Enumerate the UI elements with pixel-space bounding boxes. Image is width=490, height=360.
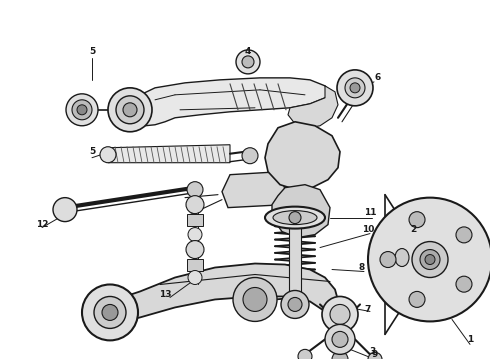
Circle shape: [345, 78, 365, 98]
Circle shape: [325, 324, 355, 354]
Ellipse shape: [265, 207, 325, 229]
Circle shape: [368, 198, 490, 321]
Text: 1: 1: [467, 335, 473, 344]
Circle shape: [243, 288, 267, 311]
Circle shape: [236, 50, 260, 74]
Circle shape: [187, 182, 203, 198]
Circle shape: [123, 103, 137, 117]
Circle shape: [100, 147, 116, 163]
Polygon shape: [110, 264, 340, 341]
Text: 3: 3: [369, 347, 375, 356]
Circle shape: [350, 83, 360, 93]
Circle shape: [108, 88, 152, 132]
Text: 5: 5: [89, 48, 95, 57]
Circle shape: [322, 297, 358, 332]
Text: 10: 10: [362, 225, 374, 234]
Circle shape: [242, 148, 258, 164]
Text: 6: 6: [375, 73, 381, 82]
FancyBboxPatch shape: [187, 213, 203, 226]
Ellipse shape: [389, 242, 415, 274]
Text: 12: 12: [36, 220, 48, 229]
FancyBboxPatch shape: [187, 258, 203, 270]
Circle shape: [368, 352, 382, 360]
Text: 8: 8: [359, 263, 365, 272]
Polygon shape: [126, 78, 330, 126]
Circle shape: [380, 252, 396, 267]
Circle shape: [66, 94, 98, 126]
Circle shape: [332, 351, 348, 360]
Circle shape: [77, 105, 87, 115]
Circle shape: [116, 96, 144, 124]
Circle shape: [188, 228, 202, 242]
Polygon shape: [289, 222, 301, 297]
Circle shape: [94, 297, 126, 328]
Circle shape: [298, 349, 312, 360]
Polygon shape: [108, 145, 230, 163]
Circle shape: [82, 284, 138, 341]
Circle shape: [242, 56, 254, 68]
Circle shape: [412, 242, 448, 278]
Circle shape: [289, 212, 301, 224]
Circle shape: [281, 291, 309, 319]
Circle shape: [233, 278, 277, 321]
Circle shape: [456, 276, 472, 292]
Polygon shape: [288, 86, 338, 128]
Text: 13: 13: [159, 290, 171, 299]
Text: 9: 9: [372, 350, 378, 359]
Circle shape: [186, 240, 204, 258]
Circle shape: [409, 291, 425, 307]
Circle shape: [330, 305, 350, 324]
Text: 11: 11: [364, 208, 376, 217]
Circle shape: [332, 332, 348, 347]
Circle shape: [188, 270, 202, 284]
Polygon shape: [272, 185, 330, 238]
Text: 5: 5: [89, 147, 95, 156]
Circle shape: [186, 195, 204, 213]
Text: 7: 7: [365, 305, 371, 314]
Circle shape: [456, 227, 472, 243]
Circle shape: [72, 100, 92, 120]
Text: 4: 4: [245, 48, 251, 57]
Circle shape: [288, 297, 302, 311]
Ellipse shape: [395, 248, 409, 266]
Circle shape: [409, 212, 425, 228]
Polygon shape: [222, 172, 285, 208]
Polygon shape: [265, 122, 340, 190]
Circle shape: [53, 198, 77, 222]
Circle shape: [420, 249, 440, 270]
Circle shape: [425, 255, 435, 265]
Text: 2: 2: [410, 225, 416, 234]
Circle shape: [337, 70, 373, 106]
Circle shape: [102, 305, 118, 320]
Ellipse shape: [273, 211, 317, 225]
